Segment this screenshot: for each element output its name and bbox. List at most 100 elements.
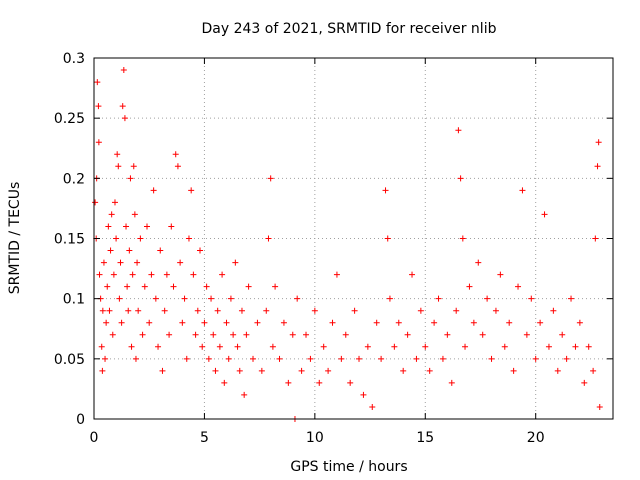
data-point xyxy=(92,199,99,206)
data-point xyxy=(148,271,155,278)
data-point xyxy=(117,259,124,266)
data-point xyxy=(342,331,349,338)
data-point xyxy=(159,367,166,374)
data-point xyxy=(103,319,110,326)
data-point xyxy=(289,331,296,338)
data-point xyxy=(223,319,230,326)
data-point xyxy=(595,139,602,146)
data-point xyxy=(105,223,112,230)
data-point xyxy=(208,295,215,302)
data-point xyxy=(144,223,151,230)
data-point xyxy=(181,295,188,302)
data-point xyxy=(95,103,102,110)
data-point xyxy=(435,295,442,302)
data-point xyxy=(563,355,570,362)
data-point xyxy=(108,211,115,218)
data-point xyxy=(466,283,473,290)
data-point xyxy=(316,379,323,386)
data-point xyxy=(102,355,109,362)
data-point xyxy=(168,223,175,230)
data-point xyxy=(157,247,164,254)
data-point xyxy=(110,271,117,278)
data-point xyxy=(439,355,446,362)
data-point xyxy=(120,67,127,74)
data-point xyxy=(150,187,157,194)
data-point xyxy=(141,283,148,290)
data-point xyxy=(201,319,208,326)
data-point xyxy=(135,307,142,314)
data-point xyxy=(238,307,245,314)
data-point xyxy=(479,331,486,338)
data-point xyxy=(501,343,508,350)
y-tick-label: 0.1 xyxy=(63,292,85,308)
data-point xyxy=(230,331,237,338)
data-point xyxy=(272,283,279,290)
data-point xyxy=(241,391,248,398)
data-point xyxy=(109,331,116,338)
data-point xyxy=(129,271,136,278)
data-point xyxy=(325,367,332,374)
data-point xyxy=(190,271,197,278)
y-tick-label: 0.2 xyxy=(63,171,85,187)
data-point xyxy=(243,331,250,338)
data-point xyxy=(263,307,270,314)
data-point xyxy=(269,343,276,350)
data-point xyxy=(132,355,139,362)
data-point xyxy=(356,355,363,362)
data-point xyxy=(537,319,544,326)
data-point xyxy=(179,319,186,326)
data-point xyxy=(199,343,206,350)
data-point xyxy=(254,319,261,326)
x-tick-label: 0 xyxy=(90,430,99,446)
data-point xyxy=(166,331,173,338)
data-point xyxy=(523,331,530,338)
y-tick-label: 0.3 xyxy=(63,51,85,67)
data-point xyxy=(592,235,599,242)
data-point xyxy=(453,307,460,314)
data-point xyxy=(197,247,204,254)
data-point xyxy=(528,295,535,302)
data-point xyxy=(541,211,548,218)
data-point xyxy=(125,307,132,314)
data-point xyxy=(95,139,102,146)
data-point xyxy=(333,271,340,278)
data-point xyxy=(107,247,114,254)
data-point xyxy=(203,283,210,290)
data-point xyxy=(267,175,274,182)
data-point xyxy=(245,283,252,290)
data-point xyxy=(550,307,557,314)
data-point xyxy=(280,319,287,326)
data-point xyxy=(285,379,292,386)
data-point xyxy=(205,355,212,362)
data-point xyxy=(386,295,393,302)
data-point xyxy=(126,247,133,254)
data-point xyxy=(216,343,223,350)
data-point xyxy=(382,187,389,194)
data-point xyxy=(118,319,125,326)
data-point xyxy=(576,319,583,326)
x-tick-label: 15 xyxy=(416,430,434,446)
x-tick-label: 5 xyxy=(200,430,209,446)
data-point xyxy=(475,259,482,266)
data-point xyxy=(329,319,336,326)
data-point xyxy=(104,283,111,290)
data-point xyxy=(130,163,137,170)
data-point xyxy=(114,151,121,158)
data-point xyxy=(185,235,192,242)
data-point xyxy=(384,235,391,242)
data-point xyxy=(137,235,144,242)
data-point xyxy=(221,379,228,386)
x-tick-label: 10 xyxy=(306,430,324,446)
data-point xyxy=(163,271,170,278)
data-point xyxy=(459,235,466,242)
data-point xyxy=(250,355,257,362)
data-point xyxy=(417,307,424,314)
data-point xyxy=(347,379,354,386)
data-point xyxy=(96,271,103,278)
data-point xyxy=(320,343,327,350)
x-tick-label: 20 xyxy=(527,430,545,446)
data-point xyxy=(98,343,105,350)
data-point xyxy=(404,331,411,338)
data-point xyxy=(457,175,464,182)
